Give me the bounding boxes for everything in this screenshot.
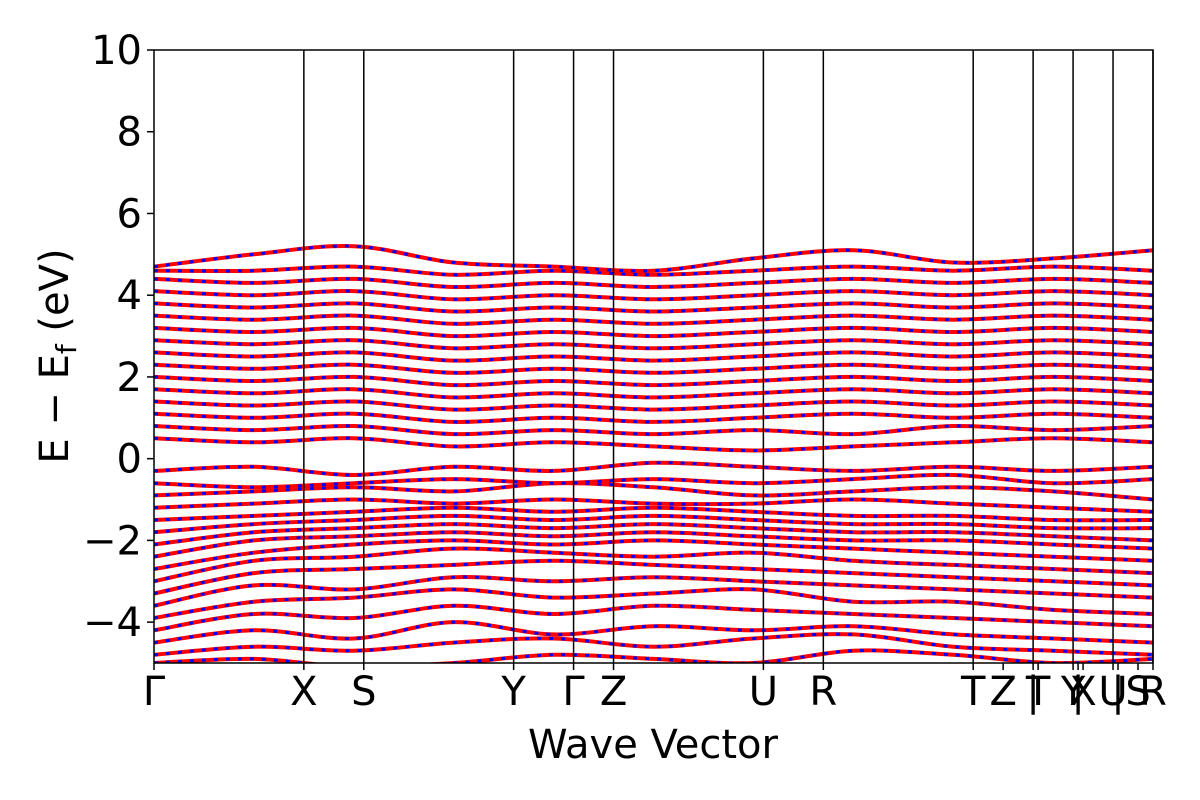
y-tick-label: 10 [91,28,142,74]
band-line-overlay [154,314,1153,326]
x-tick-label: Y [500,669,526,715]
band-line-overlay [154,265,1153,277]
x-tick-label: Z [989,669,1016,715]
x-tick-label: Γ [562,669,585,715]
y-tick-label: −4 [83,600,142,646]
band-line-overlay [154,648,1153,663]
band-line-overlay [154,530,1153,559]
x-tick-label: U [749,669,778,715]
x-tick-label: R [1139,669,1167,715]
band-line-overlay [154,375,1153,387]
band-line [154,620,1153,645]
band-line-overlay [154,350,1153,363]
band-line-overlay [154,363,1153,375]
x-tick-label: T [1025,669,1051,715]
y-tick-label: 4 [117,273,142,319]
x-tick-label: R [809,669,837,715]
x-tick-label: | [1071,669,1084,715]
x-tick-label: S [351,669,376,715]
kpoint-lines [303,50,1154,663]
x-tick-label: | [1111,669,1124,715]
y-axis-title: E − Ef (eV) [32,248,83,463]
y-tick-label: −2 [83,518,142,564]
bands-layer [154,243,1153,663]
band-line-overlay [154,514,1153,534]
x-tick-label: | [1026,669,1039,715]
band-line-overlay [154,387,1153,399]
band-line-overlay [154,399,1153,412]
y-axis-title-main: E − E [32,354,78,464]
band-line-overlay [154,412,1153,424]
x-tick-label: X [290,669,317,715]
y-tick-label: 8 [117,110,142,156]
y-axis-title-subscript: f [50,343,83,354]
band-line [154,481,1153,502]
y-tick-label: 2 [117,355,142,401]
x-tick-label: T [960,669,986,715]
band-line-overlay [154,473,1153,489]
band-line-overlay [154,604,1153,632]
x-axis-ticks: Γ X S Y Γ Z U R T Z |T Y|X U| SR [143,663,1167,715]
x-tick-label: X [1069,669,1096,715]
band-line-overlay [154,277,1153,289]
band-line-overlay [154,559,1153,595]
y-axis-title-unit: (eV) [32,248,78,344]
x-tick-label: Z [600,669,627,715]
band-line-overlay [154,301,1153,314]
x-tick-label: Γ [143,669,166,715]
band-line-overlay [154,424,1153,436]
x-axis-title: Wave Vector [528,722,779,768]
band-line-overlay [154,461,1153,477]
band-line-overlay [154,538,1153,571]
band-line-overlay [154,632,1153,657]
band-line-overlay [154,587,1153,620]
plot-frame [153,49,1154,664]
x-tick-label: U [1098,669,1127,715]
x-tick-label: Y [1060,669,1086,715]
band-line-overlay [154,289,1153,301]
band-line-overlay [154,506,1153,522]
y-tick-label: 6 [117,191,142,237]
band-line-overlay [154,575,1153,608]
band-line-overlay [154,436,1153,453]
x-tick-label: S [1125,669,1150,715]
band-line-overlay [154,338,1153,350]
y-axis-ticks: −4 −2 0 2 4 6 8 10 [83,28,154,646]
band-line-overlay [154,326,1153,338]
y-tick-label: 0 [117,437,142,483]
band-line [154,546,1153,584]
band-line-overlay [154,244,1153,273]
